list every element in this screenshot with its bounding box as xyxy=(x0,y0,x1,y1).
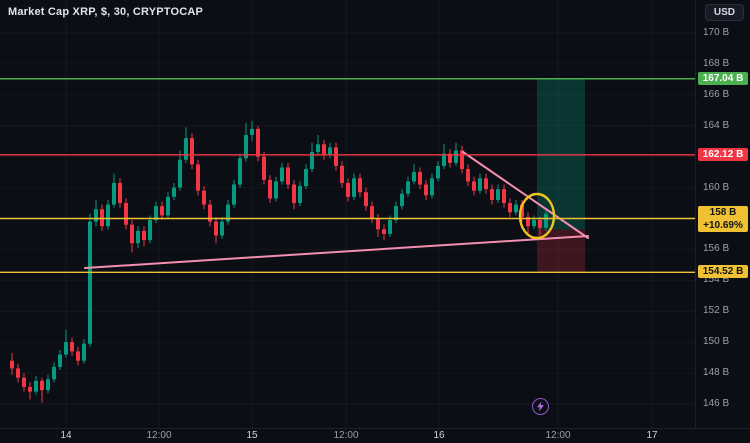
currency-toggle-button[interactable]: USD xyxy=(704,4,744,21)
symbol-legend[interactable]: Market Cap XRP, $, 30, CRYPTOCAP xyxy=(8,6,203,18)
symbol-title: Market Cap XRP, $, 30, CRYPTOCAP xyxy=(8,6,204,18)
time-axis[interactable]: 14 12:00 15 12:00 16 12:00 17 xyxy=(0,428,750,443)
price-level-value: 158 B xyxy=(709,206,737,218)
time-tick-label: 12:00 xyxy=(333,430,359,441)
lightning-icon[interactable] xyxy=(532,398,549,415)
time-tick-label: 14 xyxy=(60,430,72,441)
price-level-value: 154.52 B xyxy=(702,266,744,278)
time-tick-label: 15 xyxy=(246,430,258,441)
highlight-ellipse[interactable] xyxy=(518,192,556,240)
trend-line[interactable] xyxy=(462,151,589,239)
price-level-value: 162.12 B xyxy=(702,148,744,160)
candles-layer xyxy=(10,121,548,403)
price-level-label[interactable]: 162.12 B xyxy=(698,147,748,161)
trend-lines-layer xyxy=(84,151,589,269)
price-tick-label: 154 B xyxy=(703,274,730,286)
price-tick-label: 146 B xyxy=(703,398,730,409)
time-tick-label: 12:00 xyxy=(146,430,172,441)
price-tick-label: 150 B xyxy=(703,336,730,348)
price-tick-label: 166 B xyxy=(703,88,730,100)
long-position-tool xyxy=(537,78,585,273)
price-level-label[interactable]: 167.04 B xyxy=(698,71,748,85)
price-level-label[interactable]: 158 B +10.69% xyxy=(698,205,748,232)
price-lines-layer xyxy=(0,78,695,273)
price-tick-label: 156 B xyxy=(703,243,730,255)
price-tick-label: 152 B xyxy=(703,305,730,317)
chart-canvas[interactable] xyxy=(0,0,695,428)
price-axis[interactable]: 170 B 168 B 166 B 164 B 160 B 156 B 154 B 152 B… xyxy=(695,0,750,428)
time-tick-label: 17 xyxy=(646,430,658,441)
trend-line[interactable] xyxy=(84,235,589,269)
price-tick-label: 168 B xyxy=(703,57,730,69)
time-tick-label: 16 xyxy=(433,430,445,441)
price-level-change: +10.69% xyxy=(703,219,743,231)
time-tick-label: 12:00 xyxy=(545,430,571,441)
price-tick-label: 170 B xyxy=(703,27,730,38)
lightning-glyph xyxy=(537,401,544,412)
price-level-value: 167.04 B xyxy=(702,72,744,84)
price-level-label[interactable]: 154.52 B xyxy=(698,265,748,279)
price-tick-label: 160 B xyxy=(703,181,730,193)
grid-layer xyxy=(0,0,695,428)
price-tick-label: 148 B xyxy=(703,367,730,379)
price-tick-label: 164 B xyxy=(703,119,730,131)
profit-zone[interactable] xyxy=(537,78,585,230)
